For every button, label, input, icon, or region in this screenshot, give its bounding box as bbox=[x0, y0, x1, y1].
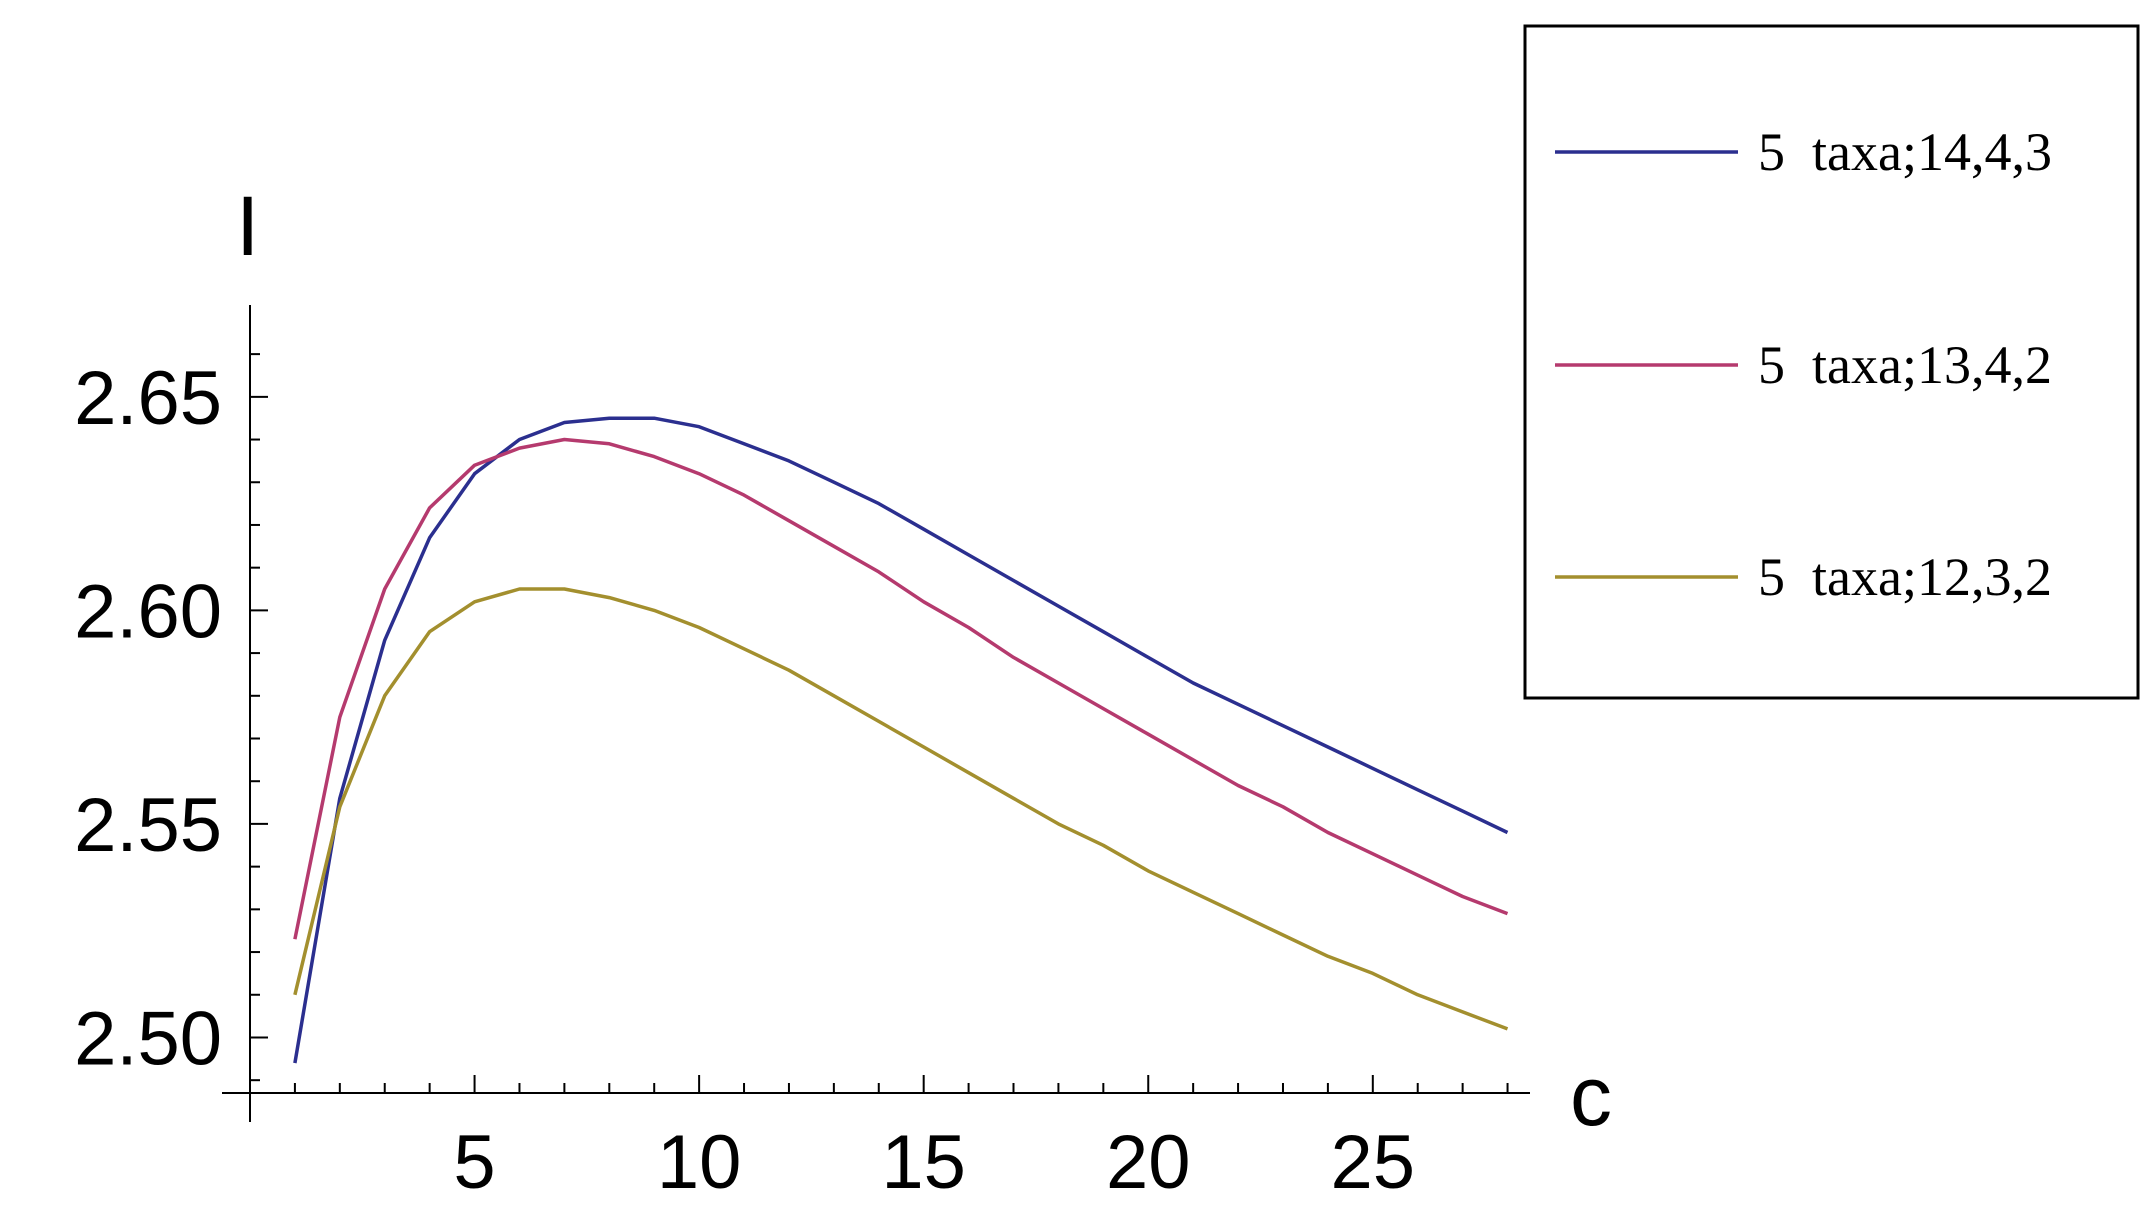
x-tick-label: 15 bbox=[881, 1120, 966, 1205]
legend-label-3: 5 taxa;12,3,2 bbox=[1758, 547, 2052, 607]
y-tick-label: 2.50 bbox=[74, 996, 222, 1081]
series-line-2 bbox=[293, 437, 1509, 940]
series-line-3 bbox=[293, 587, 1509, 1031]
legend-label-2: 5 taxa;13,4,2 bbox=[1758, 335, 2052, 395]
axes: 5 10 15 20 25 2.50 2.55 2.60 2.65 bbox=[74, 305, 1530, 1205]
y-tick-label: 2.55 bbox=[74, 783, 222, 868]
x-tick-label: 10 bbox=[657, 1120, 742, 1205]
x-tick-label: 5 bbox=[453, 1120, 495, 1205]
legend-box bbox=[1523, 24, 2140, 700]
series-layer bbox=[293, 416, 1509, 1064]
y-tick-label: 2.65 bbox=[74, 356, 222, 441]
x-tick-label: 20 bbox=[1106, 1120, 1191, 1205]
legend: 5 taxa;14,4,3 5 taxa;13,4,2 5 taxa;12,3,2 bbox=[1523, 24, 2140, 700]
series-line-1 bbox=[293, 416, 1509, 1064]
y-axis-label: I bbox=[236, 179, 259, 273]
legend-label-1: 5 taxa;14,4,3 bbox=[1758, 122, 2052, 182]
x-axis-label: c bbox=[1570, 1049, 1612, 1143]
x-tick-label: 25 bbox=[1331, 1120, 1416, 1205]
y-tick-label: 2.60 bbox=[74, 569, 222, 654]
